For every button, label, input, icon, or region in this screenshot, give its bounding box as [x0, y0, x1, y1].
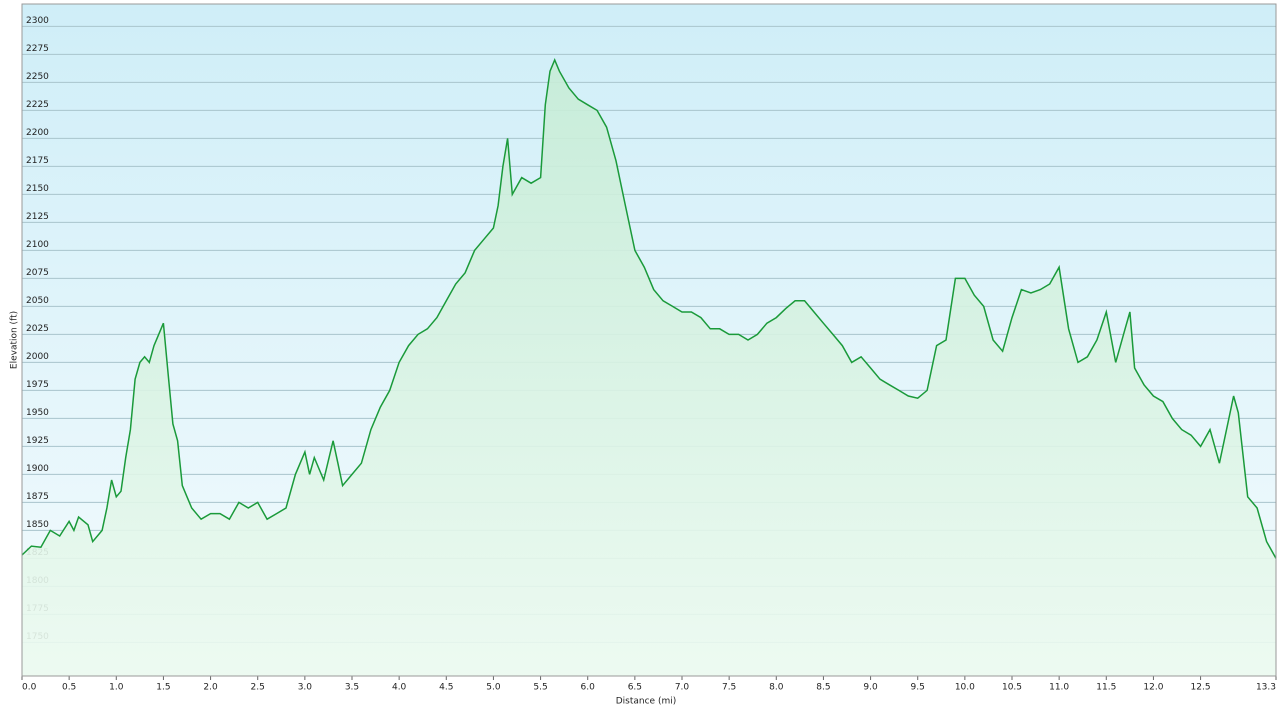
x-tick-label: 12.5	[1191, 683, 1211, 693]
x-tick-label: 11.0	[1049, 683, 1069, 693]
y-tick-label: 1950	[26, 408, 49, 418]
y-tick-label: 2075	[26, 268, 49, 278]
x-tick-label: 7.0	[675, 683, 690, 693]
x-tick-label: 11.5	[1096, 683, 1116, 693]
x-tick-label: 10.5	[1002, 683, 1022, 693]
x-tick-label: 0.0	[22, 683, 37, 693]
x-tick-label: 3.5	[345, 683, 359, 693]
x-tick-label: 8.5	[816, 683, 830, 693]
x-axis-label: Distance (mi)	[616, 697, 677, 707]
y-tick-label: 2025	[26, 324, 49, 334]
y-tick-label: 2225	[26, 100, 49, 110]
y-tick-label: 2100	[26, 240, 49, 250]
x-tick-label: 9.0	[863, 683, 878, 693]
x-tick-label: 3.0	[298, 683, 313, 693]
x-tick-label: 4.0	[392, 683, 407, 693]
y-tick-label: 2125	[26, 212, 49, 222]
x-tick-label: 4.5	[439, 683, 453, 693]
x-tick-label: 2.0	[203, 683, 218, 693]
x-tick-label: 13.3	[1256, 683, 1276, 693]
x-tick-label: 6.5	[628, 683, 642, 693]
y-tick-label: 2000	[26, 352, 49, 362]
x-tick-label: 8.0	[769, 683, 784, 693]
area-fill	[22, 60, 1276, 676]
plot-border	[21, 3, 1277, 677]
x-tick-label: 0.5	[62, 683, 76, 693]
x-tick-label: 10.0	[955, 683, 975, 693]
x-tick-label: 6.0	[581, 683, 596, 693]
y-tick-label: 2300	[26, 16, 49, 26]
y-tick-label: 1850	[26, 520, 49, 530]
x-tick-label: 2.5	[251, 683, 265, 693]
y-tick-label: 2175	[26, 156, 49, 166]
y-tick-label: 2150	[26, 184, 49, 194]
x-tick-label: 5.5	[533, 683, 547, 693]
x-tick-label: 12.0	[1143, 683, 1163, 693]
x-tick-label: 9.5	[911, 683, 925, 693]
y-tick-label: 2275	[26, 44, 49, 54]
elevation-line	[21, 58, 1277, 559]
y-tick-label: 1925	[26, 436, 49, 446]
y-tick-label: 1900	[26, 464, 49, 474]
x-tick-label: 1.0	[109, 683, 124, 693]
y-tick-label: 2200	[26, 128, 49, 138]
y-tick-label: 1875	[26, 492, 49, 502]
x-tick-label: 7.5	[722, 683, 736, 693]
x-tick-label: 1.5	[156, 683, 170, 693]
y-tick-label: 2250	[26, 72, 49, 82]
y-tick-label: 1975	[26, 380, 49, 390]
y-axis-label: Elevation (ft)	[10, 311, 20, 369]
y-tick-label: 2050	[26, 296, 49, 306]
x-tick-label: 5.0	[486, 683, 501, 693]
